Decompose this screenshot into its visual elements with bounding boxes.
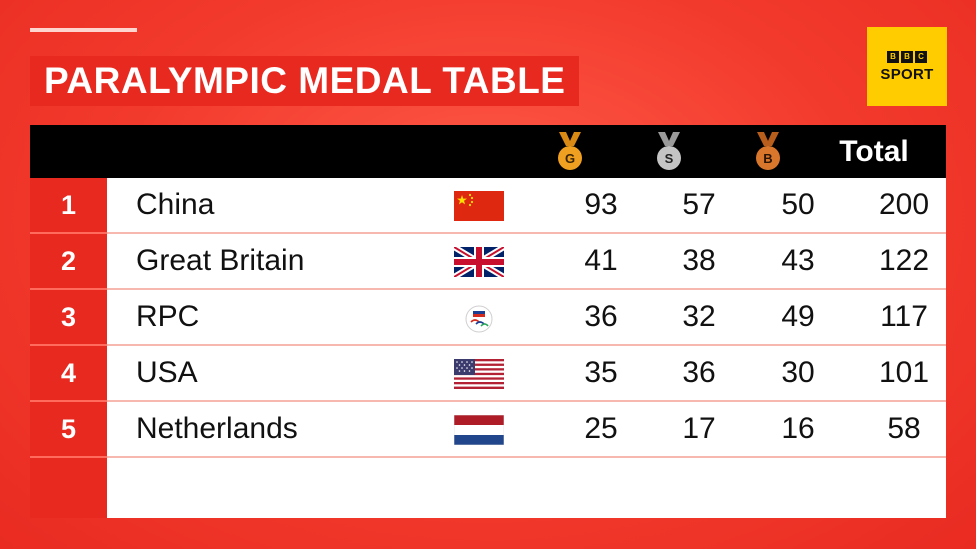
bronze-medal-icon: B — [756, 132, 780, 170]
total-count: 122 — [878, 244, 930, 277]
gold-count: 41 — [584, 244, 618, 277]
silver-count: 32 — [682, 300, 716, 333]
silver-count: 36 — [682, 356, 716, 389]
row-body: China 93 57 50 200 — [107, 178, 946, 234]
country-name: Netherlands — [136, 412, 298, 445]
country-name: RPC — [136, 300, 200, 333]
rank-column — [30, 178, 107, 518]
row-body: Netherlands 25 17 16 58 — [107, 402, 946, 458]
table-row: 5 Netherlands 25 17 16 58 — [30, 402, 946, 458]
bbc-block-3: C — [915, 50, 927, 63]
gold-medal-icon: G — [558, 132, 582, 170]
silver-letter: S — [665, 151, 674, 166]
china-flag-icon — [454, 191, 504, 221]
row-body: USA 35 36 30 101 — [107, 346, 946, 402]
table-row: 2 Great Britain 41 38 43 122 — [30, 234, 946, 290]
country-name: Great Britain — [136, 244, 305, 277]
bbc-block-2: B — [901, 50, 913, 63]
bronze-count: 30 — [781, 356, 815, 389]
bbc-blocks: B B C — [887, 50, 927, 63]
page-title: PARALYMPIC MEDAL TABLE — [44, 60, 566, 101]
netherlands-flag-icon — [454, 415, 504, 445]
silver-count: 17 — [682, 412, 716, 445]
rank-cell: 3 — [30, 290, 107, 346]
top-rule — [30, 28, 137, 32]
rpc-emblem-icon — [465, 305, 493, 333]
country-name: China — [136, 188, 215, 221]
silver-count: 38 — [682, 244, 716, 277]
logo-sport-text: SPORT — [880, 65, 934, 83]
bronze-count: 49 — [781, 300, 815, 333]
bronze-count: 16 — [781, 412, 815, 445]
total-count: 200 — [878, 188, 930, 221]
rank-cell: 2 — [30, 234, 107, 290]
usa-flag-icon — [454, 359, 504, 389]
table-row: 4 USA 35 36 30 — [30, 346, 946, 402]
rank-cell: 1 — [30, 178, 107, 234]
gold-count: 36 — [584, 300, 618, 333]
rank-cell: 5 — [30, 402, 107, 458]
row-body: RPC 36 32 49 117 — [107, 290, 946, 346]
row-body: Great Britain 41 38 43 122 — [107, 234, 946, 290]
total-count: 58 — [887, 412, 921, 445]
title-banner: PARALYMPIC MEDAL TABLE — [30, 56, 580, 106]
bronze-count: 43 — [781, 244, 815, 277]
gold-count: 93 — [584, 188, 618, 221]
bbc-block-1: B — [887, 50, 899, 63]
table-body — [107, 178, 946, 518]
bronze-letter: B — [763, 151, 772, 166]
silver-medal-icon: S — [657, 132, 681, 170]
gold-count: 35 — [584, 356, 618, 389]
gold-count: 25 — [584, 412, 618, 445]
country-name: USA — [136, 356, 198, 389]
total-count: 117 — [880, 300, 928, 333]
table-row: 3 RPC 36 32 49 117 — [30, 290, 946, 346]
total-header: Total — [839, 134, 909, 168]
great-britain-flag-icon — [454, 247, 504, 277]
bbc-sport-logo: B B C SPORT — [867, 27, 947, 106]
medal-table: G S B Total 1 China — [30, 125, 946, 518]
table-header: G S B Total — [30, 125, 946, 178]
rank-cell: 4 — [30, 346, 107, 402]
bronze-count: 50 — [781, 188, 815, 221]
gold-letter: G — [565, 151, 575, 166]
total-count: 101 — [878, 356, 930, 389]
table-row: 1 China 93 57 50 200 — [30, 178, 946, 234]
silver-count: 57 — [682, 188, 716, 221]
